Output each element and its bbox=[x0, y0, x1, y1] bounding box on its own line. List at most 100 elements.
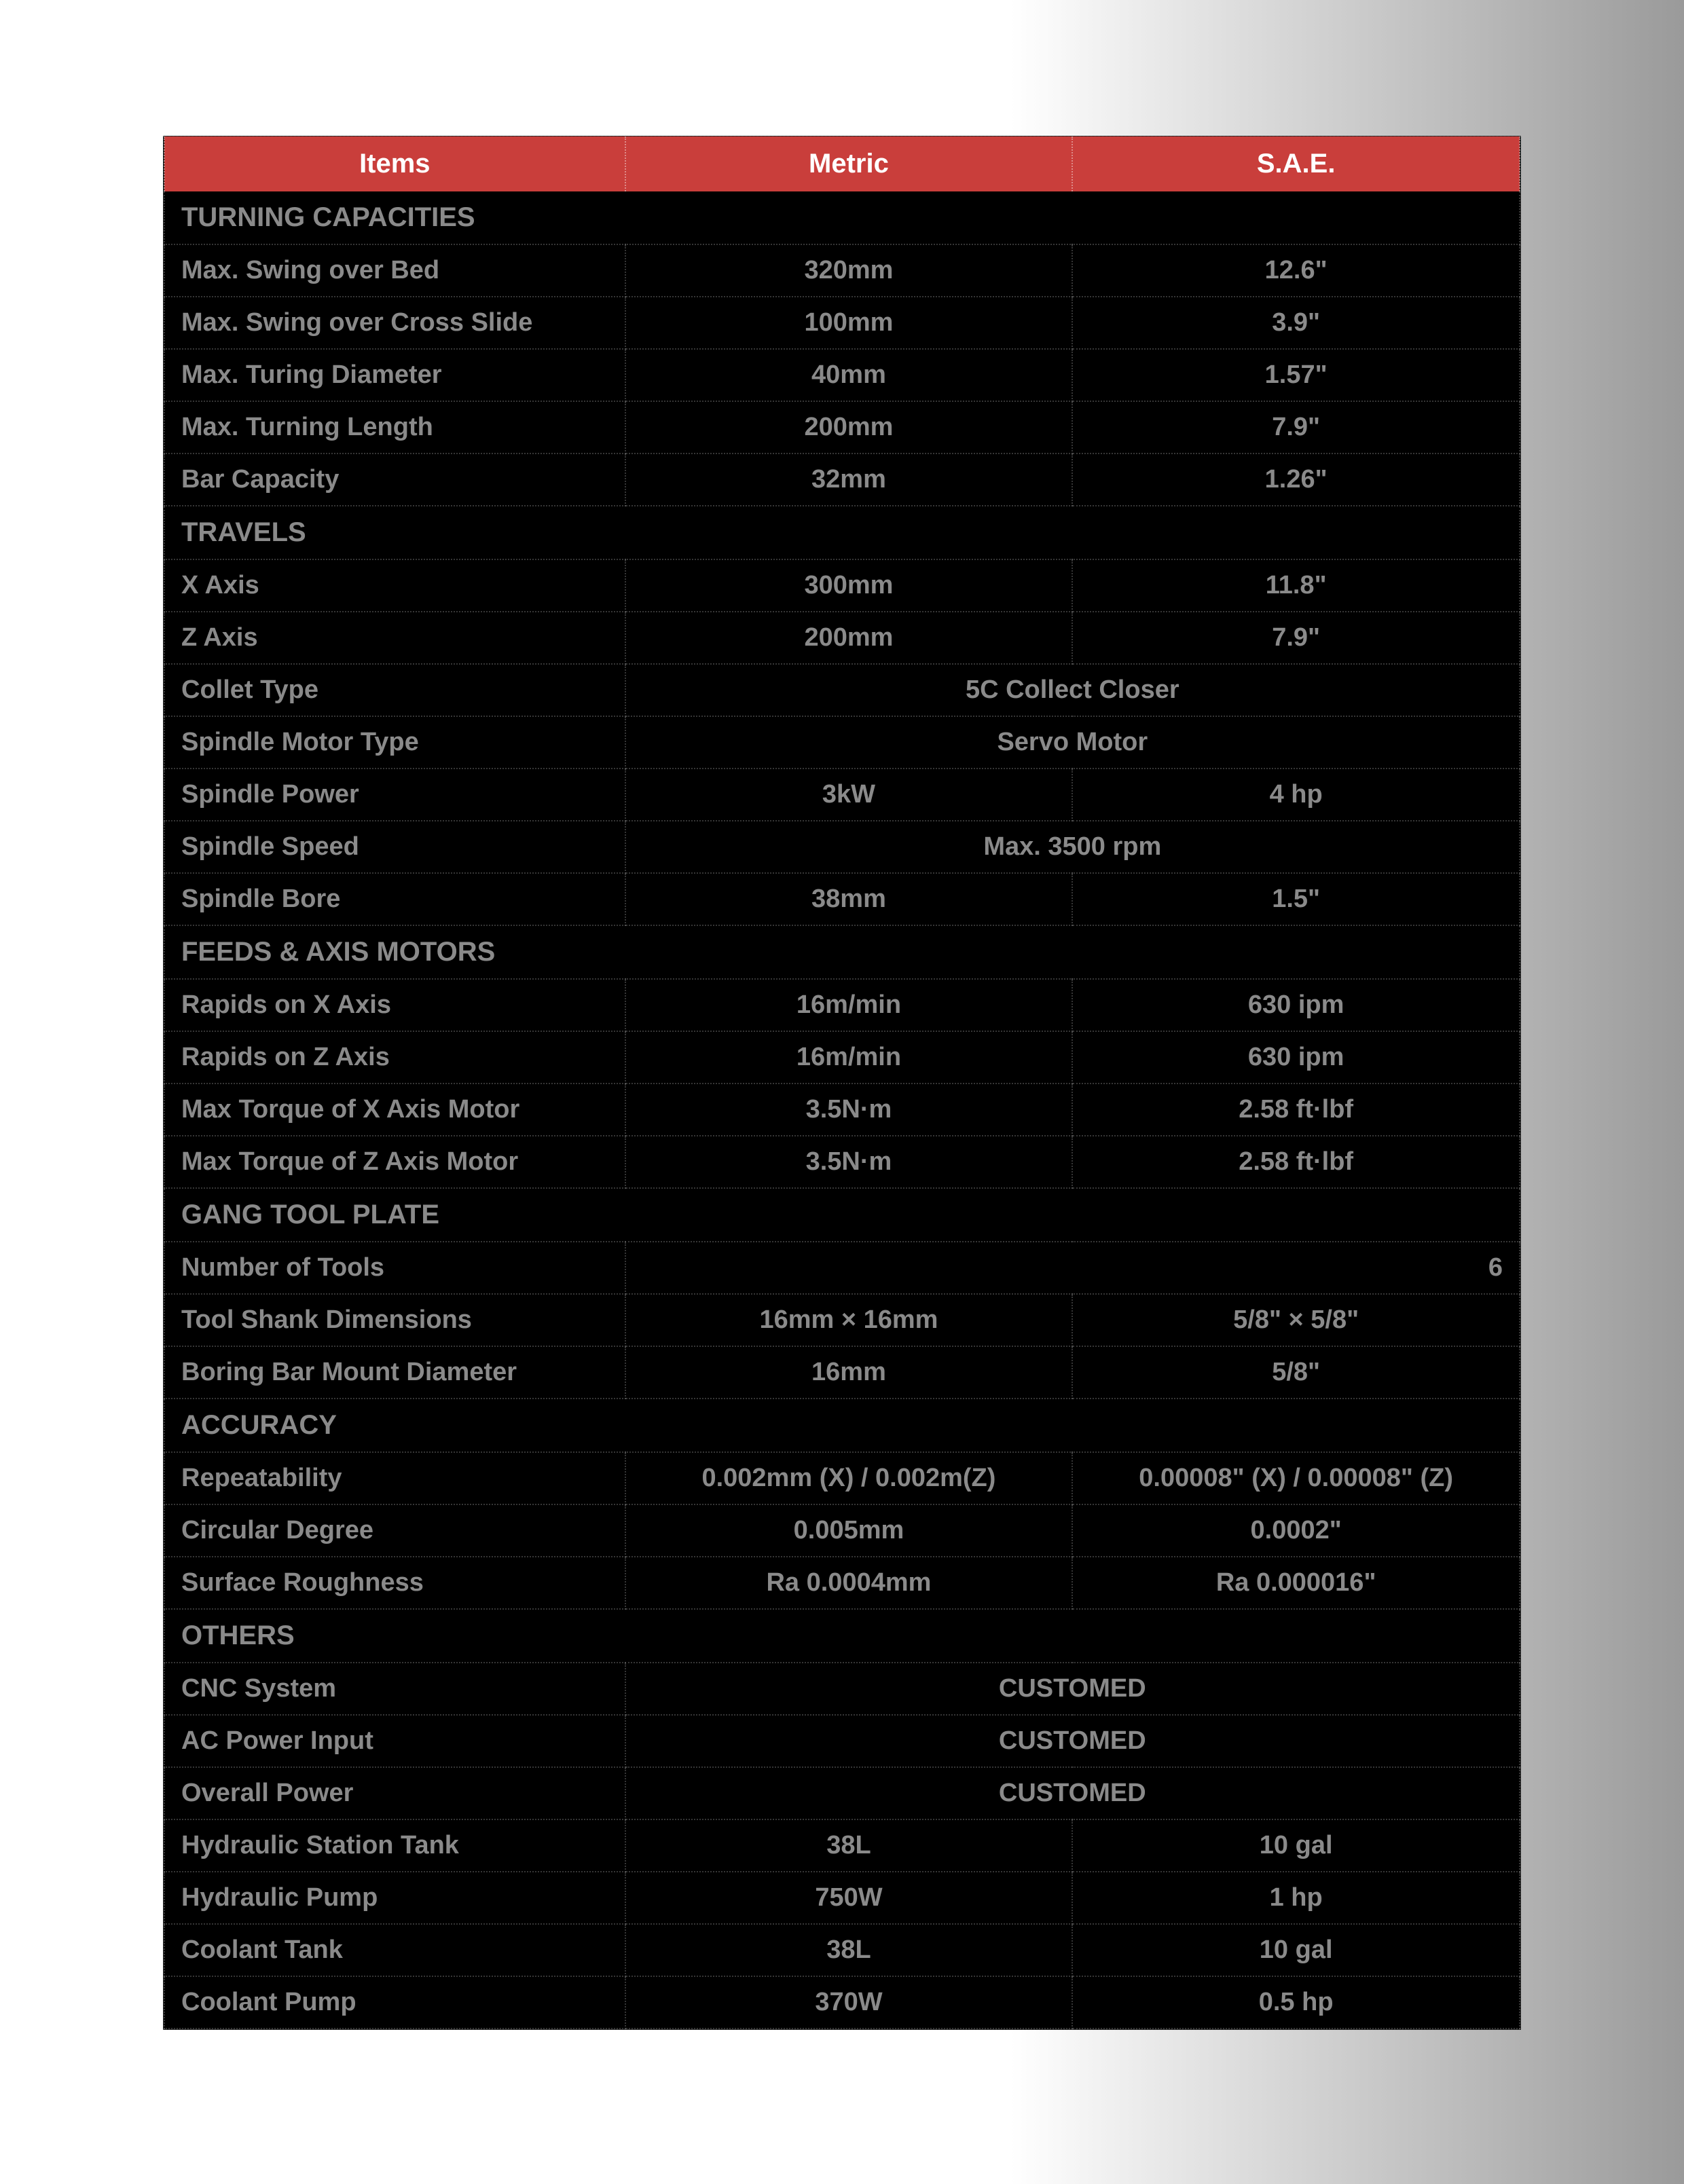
row-label: Circular Degree bbox=[164, 1504, 625, 1557]
row-metric-value: 0.002mm (X) / 0.002m(Z) bbox=[625, 1452, 1073, 1504]
table-row: Circular Degree0.005mm0.0002" bbox=[164, 1504, 1520, 1557]
spec-table: Items Metric S.A.E. TURNING CAPACITIESMa… bbox=[164, 136, 1520, 2029]
header-metric: Metric bbox=[625, 136, 1073, 191]
row-metric-value: 320mm bbox=[625, 244, 1073, 297]
row-sae-value: 5/8" × 5/8" bbox=[1072, 1294, 1520, 1346]
table-row: Repeatability0.002mm (X) / 0.002m(Z)0.00… bbox=[164, 1452, 1520, 1504]
row-metric-value: 3.5N·m bbox=[625, 1084, 1073, 1136]
row-metric-value: 370W bbox=[625, 1976, 1073, 2029]
row-metric-value: 300mm bbox=[625, 559, 1073, 612]
section-header-row: FEEDS & AXIS MOTORS bbox=[164, 925, 1520, 979]
row-label: Coolant Tank bbox=[164, 1924, 625, 1976]
table-row: Coolant Tank38L10 gal bbox=[164, 1924, 1520, 1976]
row-sae-value: 5/8" bbox=[1072, 1346, 1520, 1399]
row-metric-value: 38L bbox=[625, 1819, 1073, 1872]
row-sae-value: 4 hp bbox=[1072, 769, 1520, 821]
row-label: Bar Capacity bbox=[164, 454, 625, 506]
table-row: Rapids on Z Axis16m/min630 ipm bbox=[164, 1031, 1520, 1084]
row-metric-value: Ra 0.0004mm bbox=[625, 1557, 1073, 1609]
row-label: Hydraulic Station Tank bbox=[164, 1819, 625, 1872]
row-metric-value: 38mm bbox=[625, 873, 1073, 925]
row-sae-value: 2.58 ft·lbf bbox=[1072, 1136, 1520, 1188]
row-label: X Axis bbox=[164, 559, 625, 612]
section-title: TRAVELS bbox=[164, 506, 1520, 559]
row-label: Hydraulic Pump bbox=[164, 1872, 625, 1924]
section-title: OTHERS bbox=[164, 1609, 1520, 1663]
table-row: Hydraulic Station Tank38L10 gal bbox=[164, 1819, 1520, 1872]
row-metric-value: 3.5N·m bbox=[625, 1136, 1073, 1188]
table-head: Items Metric S.A.E. bbox=[164, 136, 1520, 191]
spec-table-container: Items Metric S.A.E. TURNING CAPACITIESMa… bbox=[163, 136, 1521, 2030]
row-sae-value: 1.57" bbox=[1072, 349, 1520, 401]
row-label: AC Power Input bbox=[164, 1715, 625, 1767]
row-label: Max. Turning Length bbox=[164, 401, 625, 454]
row-label: Max. Swing over Bed bbox=[164, 244, 625, 297]
row-label: Overall Power bbox=[164, 1767, 625, 1819]
row-label: Max. Swing over Cross Slide bbox=[164, 297, 625, 349]
table-row: Hydraulic Pump750W1 hp bbox=[164, 1872, 1520, 1924]
section-header-row: OTHERS bbox=[164, 1609, 1520, 1663]
row-metric-value: 16m/min bbox=[625, 1031, 1073, 1084]
table-row: Max. Swing over Bed320mm12.6" bbox=[164, 244, 1520, 297]
table-body: TURNING CAPACITIESMax. Swing over Bed320… bbox=[164, 191, 1520, 2029]
row-sae-value: 0.00008" (X) / 0.00008" (Z) bbox=[1072, 1452, 1520, 1504]
table-row: Max Torque of Z Axis Motor3.5N·m2.58 ft·… bbox=[164, 1136, 1520, 1188]
table-row: Max Torque of X Axis Motor3.5N·m2.58 ft·… bbox=[164, 1084, 1520, 1136]
row-label: Tool Shank Dimensions bbox=[164, 1294, 625, 1346]
section-title: GANG TOOL PLATE bbox=[164, 1188, 1520, 1242]
row-metric-value: 38L bbox=[625, 1924, 1073, 1976]
row-metric-value: 200mm bbox=[625, 401, 1073, 454]
row-metric-value: 200mm bbox=[625, 612, 1073, 664]
row-spanned-value: 5C Collect Closer bbox=[625, 664, 1520, 716]
row-label: Spindle Speed bbox=[164, 821, 625, 873]
row-label: CNC System bbox=[164, 1663, 625, 1715]
row-sae-value: 0.0002" bbox=[1072, 1504, 1520, 1557]
table-row: Max. Turing Diameter40mm1.57" bbox=[164, 349, 1520, 401]
table-row: Tool Shank Dimensions16mm × 16mm5/8" × 5… bbox=[164, 1294, 1520, 1346]
row-sae-value: 10 gal bbox=[1072, 1819, 1520, 1872]
row-metric-value: 16mm bbox=[625, 1346, 1073, 1399]
row-sae-value: 2.58 ft·lbf bbox=[1072, 1084, 1520, 1136]
row-spanned-right-value: 6 bbox=[625, 1242, 1520, 1294]
row-metric-value: 100mm bbox=[625, 297, 1073, 349]
row-label: Coolant Pump bbox=[164, 1976, 625, 2029]
row-sae-value: Ra 0.000016" bbox=[1072, 1557, 1520, 1609]
row-metric-value: 0.005mm bbox=[625, 1504, 1073, 1557]
row-spanned-value: Max. 3500 rpm bbox=[625, 821, 1520, 873]
table-row: AC Power InputCUSTOMED bbox=[164, 1715, 1520, 1767]
section-title: FEEDS & AXIS MOTORS bbox=[164, 925, 1520, 979]
row-label: Spindle Motor Type bbox=[164, 716, 625, 769]
row-spanned-value: Servo Motor bbox=[625, 716, 1520, 769]
row-label: Max Torque of X Axis Motor bbox=[164, 1084, 625, 1136]
table-row: Max. Swing over Cross Slide100mm3.9" bbox=[164, 297, 1520, 349]
table-row: Spindle Power3kW4 hp bbox=[164, 769, 1520, 821]
row-label: Max. Turing Diameter bbox=[164, 349, 625, 401]
section-title: ACCURACY bbox=[164, 1399, 1520, 1452]
table-row: Spindle Bore38mm1.5" bbox=[164, 873, 1520, 925]
row-metric-value: 750W bbox=[625, 1872, 1073, 1924]
row-label: Max Torque of Z Axis Motor bbox=[164, 1136, 625, 1188]
row-label: Z Axis bbox=[164, 612, 625, 664]
row-sae-value: 3.9" bbox=[1072, 297, 1520, 349]
row-label: Number of Tools bbox=[164, 1242, 625, 1294]
row-sae-value: 11.8" bbox=[1072, 559, 1520, 612]
section-title: TURNING CAPACITIES bbox=[164, 191, 1520, 244]
row-spanned-value: CUSTOMED bbox=[625, 1767, 1520, 1819]
row-metric-value: 40mm bbox=[625, 349, 1073, 401]
table-row: Rapids on X Axis16m/min630 ipm bbox=[164, 979, 1520, 1031]
header-sae: S.A.E. bbox=[1072, 136, 1520, 191]
table-row: CNC SystemCUSTOMED bbox=[164, 1663, 1520, 1715]
table-row: Surface RoughnessRa 0.0004mmRa 0.000016" bbox=[164, 1557, 1520, 1609]
table-row: Spindle SpeedMax. 3500 rpm bbox=[164, 821, 1520, 873]
row-sae-value: 630 ipm bbox=[1072, 979, 1520, 1031]
table-row: Bar Capacity32mm1.26" bbox=[164, 454, 1520, 506]
row-metric-value: 3kW bbox=[625, 769, 1073, 821]
table-row: Max. Turning Length200mm7.9" bbox=[164, 401, 1520, 454]
row-sae-value: 12.6" bbox=[1072, 244, 1520, 297]
row-label: Collet Type bbox=[164, 664, 625, 716]
table-row: X Axis300mm11.8" bbox=[164, 559, 1520, 612]
row-sae-value: 7.9" bbox=[1072, 401, 1520, 454]
row-label: Boring Bar Mount Diameter bbox=[164, 1346, 625, 1399]
row-metric-value: 16m/min bbox=[625, 979, 1073, 1031]
row-sae-value: 0.5 hp bbox=[1072, 1976, 1520, 2029]
